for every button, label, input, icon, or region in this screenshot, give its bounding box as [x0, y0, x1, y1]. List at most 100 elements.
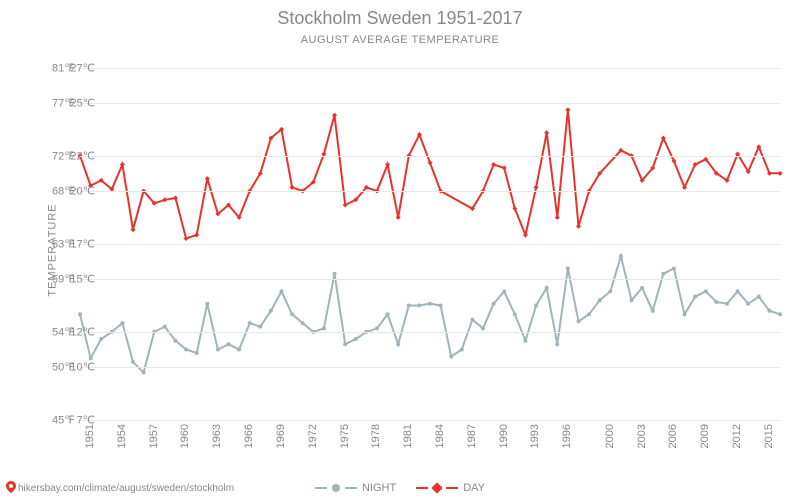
gridline [80, 68, 780, 69]
marker-night [343, 342, 347, 346]
x-tick: 1966 [243, 424, 255, 448]
x-tick: 1975 [339, 424, 351, 448]
marker-night [269, 309, 273, 313]
marker-night [470, 318, 474, 322]
x-tick: 2015 [763, 424, 775, 448]
marker-day [778, 171, 783, 176]
y-tick-fahrenheit: 45℉ [52, 414, 75, 427]
y-tick-fahrenheit: 77℉ [52, 96, 75, 109]
marker-night [322, 326, 326, 330]
marker-night [99, 337, 103, 341]
x-tick: 1960 [179, 424, 191, 448]
legend-marker-day [432, 482, 443, 493]
marker-night [280, 289, 284, 293]
y-tick-fahrenheit: 54℉ [52, 325, 75, 338]
marker-night [460, 348, 464, 352]
marker-night [481, 326, 485, 330]
marker-day [194, 233, 199, 238]
series-line-night [80, 256, 780, 372]
marker-night [396, 342, 400, 346]
marker-night [661, 272, 665, 276]
marker-night [746, 302, 750, 306]
x-tick: 1951 [84, 424, 96, 448]
legend-line-day [416, 487, 428, 489]
marker-night [142, 370, 146, 374]
marker-night [576, 319, 580, 323]
source-text: hikersbay.com/climate/august/sweden/stoc… [18, 483, 234, 494]
marker-day [523, 233, 528, 238]
marker-night [714, 300, 718, 304]
marker-night [651, 309, 655, 313]
marker-day [565, 107, 570, 112]
x-tick: 2009 [699, 424, 711, 448]
x-tick: 1969 [275, 424, 287, 448]
pin-icon [6, 481, 16, 496]
chart-container: Stockholm Sweden 1951-2017 AUGUST AVERAG… [0, 0, 800, 500]
x-tick: 1993 [529, 424, 541, 448]
legend-label-day: DAY [463, 482, 485, 494]
chart-svg [80, 50, 780, 420]
marker-night [704, 289, 708, 293]
marker-night [195, 351, 199, 355]
x-tick: 1957 [148, 424, 160, 448]
marker-day [290, 185, 295, 190]
gridline [80, 367, 780, 368]
y-tick-fahrenheit: 72℉ [52, 149, 75, 162]
gridline [80, 103, 780, 104]
marker-night [290, 312, 294, 316]
x-tick: 1996 [561, 424, 573, 448]
marker-night [555, 342, 559, 346]
marker-night [767, 309, 771, 313]
marker-night [120, 321, 124, 325]
marker-day [502, 166, 507, 171]
marker-night [683, 312, 687, 316]
x-tick: 2000 [604, 424, 616, 448]
marker-night [523, 339, 527, 343]
marker-day [534, 185, 539, 190]
plot-area [80, 50, 780, 420]
marker-day [555, 215, 560, 220]
x-tick: 2012 [731, 424, 743, 448]
x-tick: 1990 [498, 424, 510, 448]
marker-night [237, 348, 241, 352]
x-tick: 2003 [636, 424, 648, 448]
marker-night [640, 286, 644, 290]
marker-night [258, 325, 262, 329]
x-tick: 1981 [402, 424, 414, 448]
x-tick: 1984 [434, 424, 446, 448]
marker-night [725, 302, 729, 306]
marker-night [407, 303, 411, 307]
marker-day [428, 160, 433, 165]
legend: NIGHT DAY [315, 482, 485, 494]
marker-night [778, 312, 782, 316]
marker-night [608, 289, 612, 293]
y-tick-fahrenheit: 68℉ [52, 184, 75, 197]
marker-night [78, 312, 82, 316]
marker-night [449, 355, 453, 359]
chart-subtitle: AUGUST AVERAGE TEMPERATURE [0, 34, 800, 46]
legend-label-night: NIGHT [362, 482, 396, 494]
y-tick-fahrenheit: 50℉ [52, 361, 75, 374]
marker-day [205, 176, 210, 181]
legend-line-night [315, 487, 327, 489]
marker-day [396, 215, 401, 220]
series-line-day [80, 110, 780, 239]
x-tick: 1978 [370, 424, 382, 448]
y-tick-fahrenheit: 59℉ [52, 273, 75, 286]
marker-night [502, 289, 506, 293]
marker-night [545, 286, 549, 290]
marker-day [184, 236, 189, 241]
marker-night [301, 321, 305, 325]
marker-day [512, 206, 517, 211]
legend-line-night [345, 487, 357, 489]
marker-night [354, 337, 358, 341]
gridline [80, 191, 780, 192]
marker-night [375, 326, 379, 330]
legend-marker-night [332, 484, 340, 492]
marker-night [386, 312, 390, 316]
marker-night [417, 303, 421, 307]
source-attribution: hikersbay.com/climate/august/sweden/stoc… [6, 481, 234, 496]
marker-night [672, 266, 676, 270]
marker-night [598, 298, 602, 302]
marker-night [428, 302, 432, 306]
